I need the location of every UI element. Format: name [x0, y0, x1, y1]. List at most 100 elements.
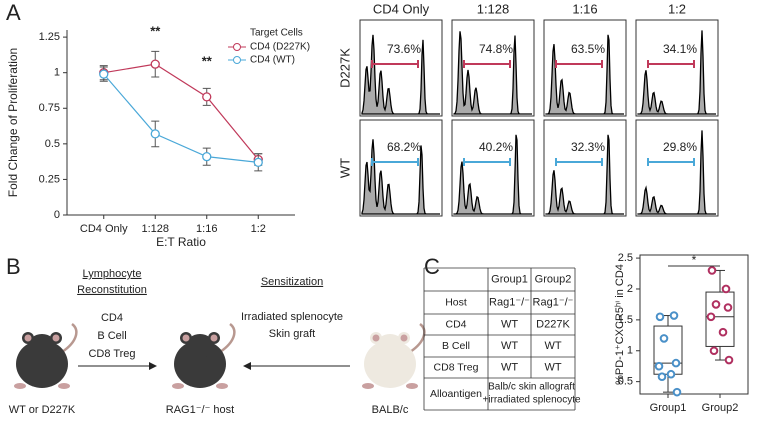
histogram-frame — [451, 119, 535, 217]
percent-label: 63.5% — [571, 42, 605, 56]
data-point — [724, 355, 734, 365]
table-cell: D227K — [536, 318, 570, 330]
y-tick-label: 0.5 — [618, 376, 633, 388]
step-title: Sensitization — [261, 276, 323, 288]
step-item: CD8 Treg — [88, 348, 135, 360]
mouse-icon — [170, 322, 236, 391]
y-tick-label: 1.5 — [618, 314, 633, 326]
table-cell: WT — [501, 340, 518, 352]
y-axis-title: Fold Change of Proliferation — [6, 48, 20, 197]
gate — [463, 60, 511, 68]
gate — [647, 158, 695, 166]
histogram — [453, 31, 532, 115]
x-tick-label: 1:16 — [196, 223, 217, 235]
column-header: Group1 — [491, 273, 528, 285]
column-header: CD4 Only — [373, 1, 430, 16]
row-header: WT — [337, 158, 352, 178]
row-header: B Cell — [442, 340, 470, 352]
histogram — [545, 34, 624, 115]
x-tick-label: 1:128 — [141, 223, 169, 235]
data-point — [718, 327, 728, 337]
table-cell: WT — [501, 318, 518, 330]
row-header: Alloantigen — [430, 388, 482, 400]
data-point — [672, 387, 682, 397]
table-cell: WT — [544, 361, 561, 373]
gate — [555, 60, 603, 68]
step-item: Irradiated splenocyte — [241, 311, 343, 323]
row-header: D227K — [337, 48, 352, 88]
y-tick-label: 0 — [54, 209, 60, 221]
histogram-frame — [635, 19, 719, 117]
data-point — [721, 284, 731, 294]
y-tick-label: 1 — [627, 345, 633, 357]
percent-label: 74.8% — [479, 42, 513, 56]
histogram — [637, 130, 716, 215]
data-point — [202, 152, 212, 162]
gate — [371, 60, 419, 68]
mouse-icon — [360, 322, 426, 391]
series-line — [103, 63, 259, 160]
data-point — [659, 334, 669, 343]
step-item: B Cell — [97, 330, 126, 342]
table-cell: Rag1⁻/⁻ — [533, 296, 574, 308]
row-header: CD4 — [445, 318, 466, 330]
y-axis-title: %PD-1⁺CXCR5ʰⁱ in CD4 — [614, 264, 626, 385]
x-axis-title: E:T Ratio — [156, 235, 206, 249]
gate — [647, 60, 695, 68]
histogram-frame — [451, 19, 535, 117]
percent-label: 68.2% — [387, 140, 421, 154]
histogram-frame — [359, 19, 443, 117]
x-tick-label: CD4 Only — [80, 223, 128, 235]
data-point — [150, 59, 160, 69]
data-point — [723, 303, 733, 312]
histogram — [637, 30, 716, 115]
column-header: 1:128 — [477, 1, 510, 16]
column-header: 1:16 — [572, 1, 597, 16]
data-point — [150, 129, 160, 139]
percent-label: 34.1% — [663, 42, 697, 56]
mouse-label: BALB/c — [372, 404, 409, 416]
mouse-label: WT or D227K — [9, 404, 76, 416]
table-cell: WT — [544, 340, 561, 352]
table-cell: Balb/c skin allograft — [488, 382, 575, 393]
table-cell: WT — [501, 361, 518, 373]
legend-label: CD4 (D227K) — [250, 42, 310, 53]
step-title: Lymphocyte — [83, 268, 142, 280]
gate — [371, 158, 419, 166]
step-item: Skin graft — [269, 328, 315, 340]
data-point — [669, 311, 679, 320]
panel-label: B — [6, 254, 21, 279]
data-point — [253, 157, 263, 167]
row-header: CD8 Treg — [434, 361, 479, 373]
data-point — [99, 69, 109, 79]
annotation: ** — [202, 53, 213, 68]
percent-label: 32.3% — [571, 140, 605, 154]
table — [423, 267, 576, 411]
significance-label: * — [692, 253, 697, 267]
mouse-icon — [12, 322, 78, 391]
histogram-frame — [359, 119, 443, 217]
legend-marker — [233, 43, 241, 51]
gate — [463, 158, 511, 166]
legend-title: Target Cells — [250, 28, 303, 39]
histogram — [545, 134, 624, 215]
column-header: 1:2 — [668, 1, 686, 16]
histogram-frame — [635, 119, 719, 217]
legend-label: CD4 (WT) — [250, 55, 295, 66]
data-point — [654, 361, 664, 371]
step-item: CD4 — [101, 312, 123, 324]
data-point — [706, 312, 716, 322]
y-tick-label: 2 — [627, 283, 633, 295]
plot-frame — [639, 254, 749, 395]
step-title: Reconstitution — [77, 284, 147, 296]
histogram — [361, 34, 440, 115]
y-tick-label: 0.75 — [39, 102, 60, 114]
histogram-frame — [543, 19, 627, 117]
x-tick-label: Group1 — [650, 402, 687, 414]
data-point — [707, 266, 717, 275]
y-tick-label: 1 — [54, 67, 60, 79]
data-point — [671, 358, 681, 368]
percent-label: 40.2% — [479, 140, 513, 154]
data-point — [657, 372, 667, 382]
